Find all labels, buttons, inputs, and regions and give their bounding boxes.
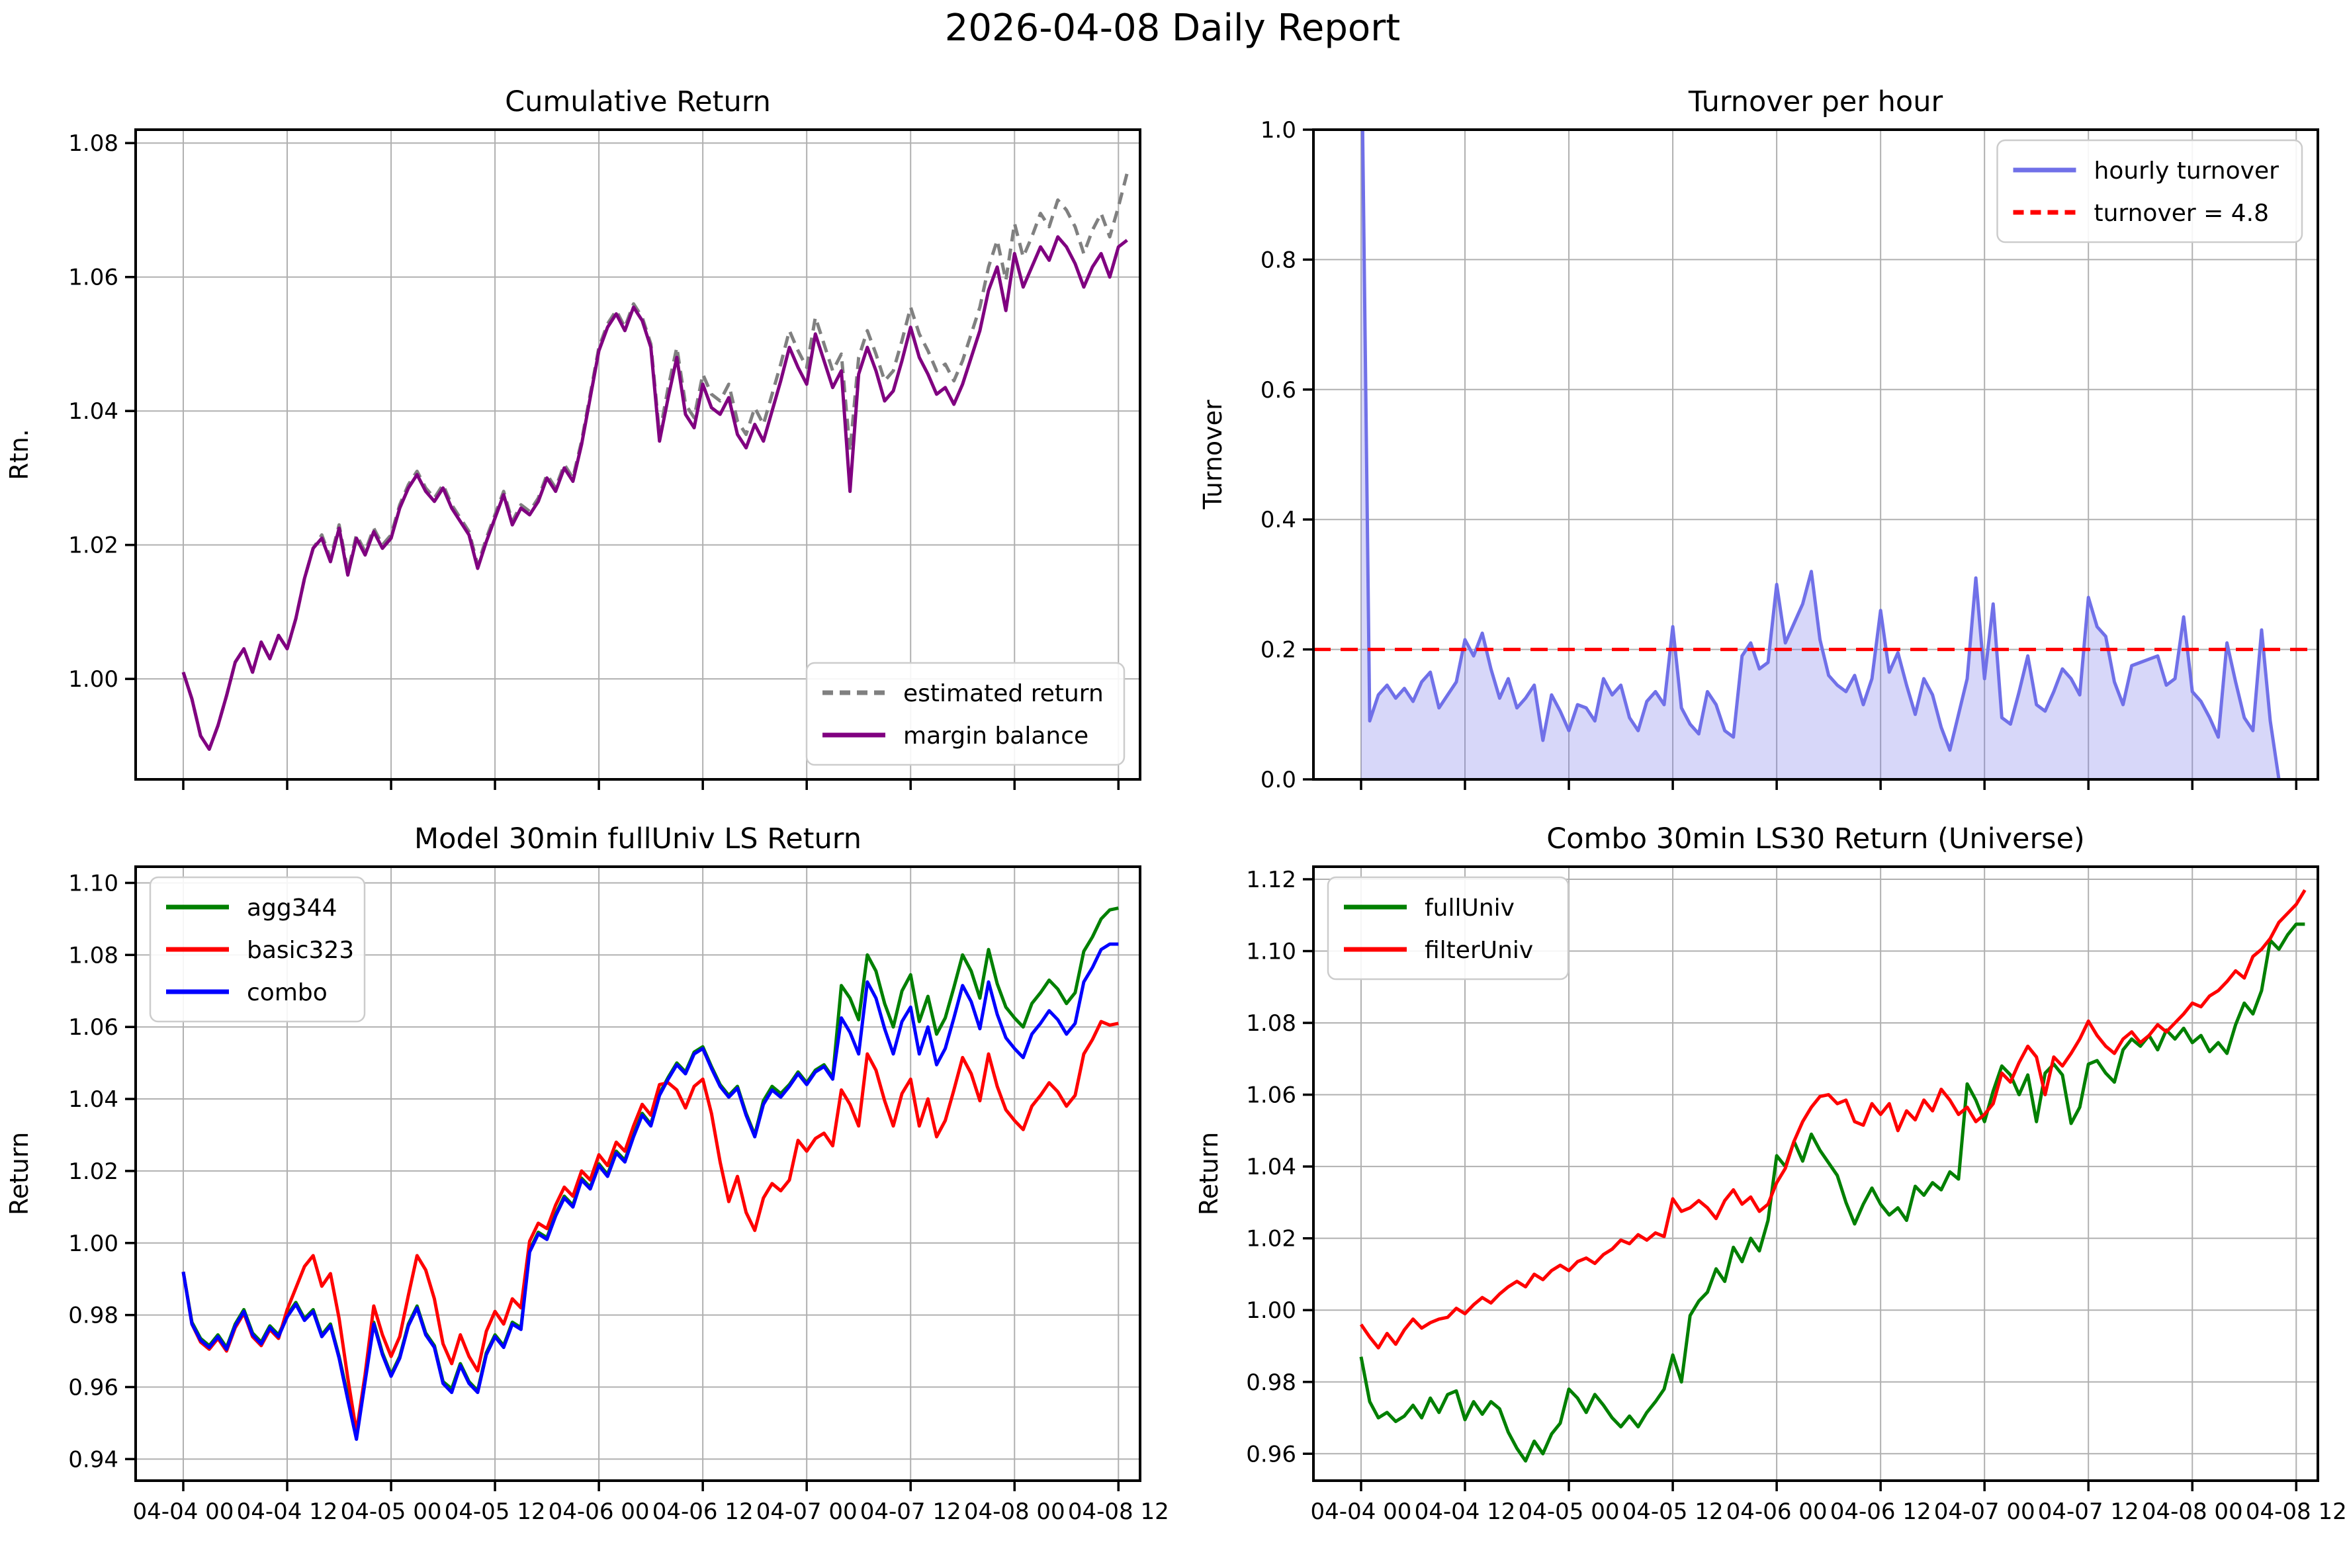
x-tick-label: 04-05 12 (1622, 1499, 1724, 1525)
legend-label: margin balance (903, 722, 1088, 750)
y-tick-label: 1.00 (1246, 1297, 1296, 1324)
series-line-fullUniv (1359, 922, 2305, 1463)
legend-box (149, 876, 366, 1023)
y-tick-label: 1.06 (1246, 1082, 1296, 1109)
x-tick-label: 04-04 12 (1415, 1499, 1516, 1525)
chart-title: Combo 30min LS30 Return (Universe) (1546, 822, 2085, 855)
figure-title: 2026-04-08 Daily Report (944, 7, 1401, 50)
y-tick-label: 1.06 (68, 265, 118, 291)
plot-border (1312, 865, 2319, 1482)
y-tick-label: 1.04 (1246, 1154, 1296, 1180)
x-tick-label: 04-06 00 (1726, 1499, 1828, 1525)
x-tick-label: 04-07 12 (2038, 1499, 2139, 1525)
legend: agg344 basic323 combo (149, 876, 366, 1023)
series-group (1313, 130, 2318, 779)
y-axis-label: Turnover (1198, 400, 1227, 510)
y-axis-label: Return (5, 1132, 34, 1215)
x-tick-label: 04-04 12 (237, 1499, 338, 1525)
legend-label: turnover = 4.8 (2094, 200, 2270, 227)
y-tick-label: 1.12 (1246, 867, 1296, 893)
x-tick-label: 04-06 00 (549, 1499, 650, 1525)
y-tick-label: 0.8 (1261, 247, 1296, 273)
x-tick-label: 04-07 00 (1934, 1499, 2035, 1525)
y-tick-label: 1.00 (68, 666, 118, 693)
y-tick-label: 1.08 (1246, 1010, 1296, 1037)
y-tick-label: 0.2 (1261, 637, 1296, 664)
y-tick-label: 1.02 (68, 1158, 118, 1185)
y-tick-label: 1.06 (68, 1014, 118, 1041)
plot-border (134, 128, 1141, 781)
series-line-hourly-turnover (1360, 130, 2281, 779)
x-tick-label: 04-06 12 (1830, 1499, 1931, 1525)
chart-title: Model 30min fullUniv LS Return (414, 822, 862, 855)
y-tick-label: 0.6 (1261, 377, 1296, 404)
x-tick-label: 04-08 00 (964, 1499, 1065, 1525)
x-tick-label: 04-07 00 (756, 1499, 858, 1525)
y-tick-label: 0.98 (68, 1303, 118, 1329)
legend: fullUniv filterUniv (1327, 876, 1570, 980)
legend-label: fullUniv (1425, 894, 1515, 922)
chart-model-30min-fulluniv-ls-return: 04-04 00 04-04 12 04-05 00 04-05 12 04-06 00… (5, 822, 1169, 1525)
area-fill-hourly-turnover (1360, 130, 2279, 779)
chart-turnover-per-hour: 0.0 0.2 0.4 0.6 0.8 1.0 Turnover per hour Turno… (1198, 85, 2319, 793)
plot-border (134, 865, 1141, 1482)
y-tick-label: 1.04 (68, 398, 118, 425)
y-tick-label: 1.08 (68, 942, 118, 969)
series-group (181, 173, 1129, 751)
legend: estimated return margin balance (805, 662, 1126, 766)
chart-cumulative-return: 1.00 1.02 1.04 1.06 1.08 Cumulative Return Rtn… (5, 85, 1141, 790)
legend-label: combo (247, 979, 328, 1006)
x-tick-label: 04-08 00 (2142, 1499, 2243, 1525)
y-tick-label: 1.0 (1261, 117, 1296, 144)
x-tick-label: 04-05 00 (1519, 1499, 1620, 1525)
y-tick-label: 0.96 (68, 1374, 118, 1401)
chart-title: Turnover per hour (1688, 85, 1943, 118)
y-tick-label: 0.4 (1261, 507, 1296, 533)
y-tick-label: 0.94 (68, 1446, 118, 1473)
y-tick-label: 1.10 (68, 870, 118, 896)
y-tick-label: 0.98 (1246, 1370, 1296, 1396)
plot-border (1312, 128, 2319, 781)
x-tick-label: 04-04 00 (133, 1499, 234, 1525)
y-axis-label: Return (1194, 1132, 1223, 1215)
legend-label: estimated return (903, 680, 1104, 707)
series-line-estimated-return (181, 173, 1129, 751)
y-tick-label: 1.00 (68, 1231, 118, 1257)
legend: hourly turnover turnover = 4.8 (1996, 139, 2303, 243)
y-tick-label: 0.0 (1261, 767, 1296, 793)
y-tick-label: 1.04 (68, 1086, 118, 1113)
series-line-basic323 (181, 1020, 1119, 1434)
series-group (181, 906, 1119, 1441)
y-tick-label: 1.08 (68, 130, 118, 157)
x-tick-label: 04-04 00 (1311, 1499, 1412, 1525)
series-line-filterUniv (1359, 889, 2307, 1350)
legend-label: hourly turnover (2094, 157, 2279, 185)
x-tick-label: 04-06 12 (652, 1499, 754, 1525)
y-axis-label: Rtn. (5, 429, 34, 480)
chart-title: Cumulative Return (505, 85, 771, 118)
legend-label: agg344 (247, 894, 337, 922)
legend-label: basic323 (247, 937, 354, 964)
y-tick-label: 1.10 (1246, 939, 1296, 965)
series-line-combo (181, 942, 1119, 1441)
legend-box (805, 662, 1126, 766)
series-group (1359, 889, 2307, 1463)
x-tick-label: 04-05 00 (341, 1499, 442, 1525)
x-tick-label: 04-05 12 (445, 1499, 546, 1525)
x-tick-label: 04-08 12 (2246, 1499, 2345, 1525)
x-tick-label: 04-07 12 (860, 1499, 961, 1525)
legend-box (1327, 876, 1570, 980)
y-tick-label: 1.02 (1246, 1226, 1296, 1252)
y-tick-label: 0.96 (1246, 1441, 1296, 1467)
y-tick-label: 1.02 (68, 533, 118, 559)
legend-box (1996, 139, 2303, 243)
x-tick-label: 04-08 12 (1068, 1499, 1169, 1525)
legend-label: filterUniv (1425, 937, 1533, 964)
series-line-margin-balance (181, 235, 1128, 751)
chart-combo-30min-ls30-return-universe: 04-04 00 04-04 12 04-05 00 04-05 12 04-06 00… (1194, 822, 2345, 1525)
